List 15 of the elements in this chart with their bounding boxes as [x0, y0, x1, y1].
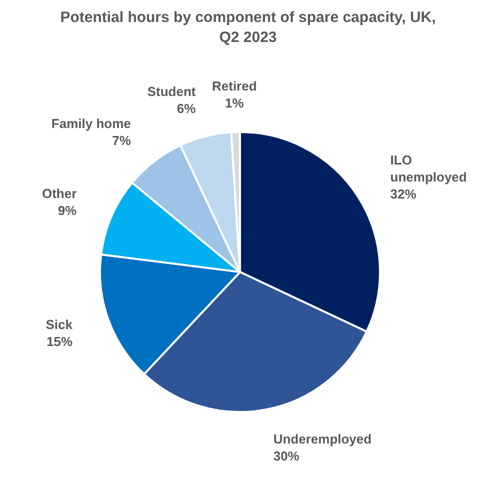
data-label: 7% [112, 132, 132, 148]
slice-label: Sick [46, 316, 74, 332]
data-label: 6% [176, 101, 196, 116]
data-label: 15% [46, 334, 73, 349]
slice-label: Underemployed [273, 431, 372, 446]
data-label: 30% [273, 448, 300, 464]
chart-title: Potential hours by component of spare capacity, UK, Q2 2023 [60, 9, 436, 46]
data-label: 9% [58, 202, 78, 218]
data-label: 1% [225, 96, 244, 111]
slice-label: Family home [51, 116, 131, 131]
slice-label: Retired [212, 78, 257, 94]
data-label: 32% [390, 186, 417, 202]
slice-label: ILO unemployed [390, 152, 467, 185]
slice-label: Other [42, 186, 77, 201]
slice-label: Student [147, 84, 196, 100]
